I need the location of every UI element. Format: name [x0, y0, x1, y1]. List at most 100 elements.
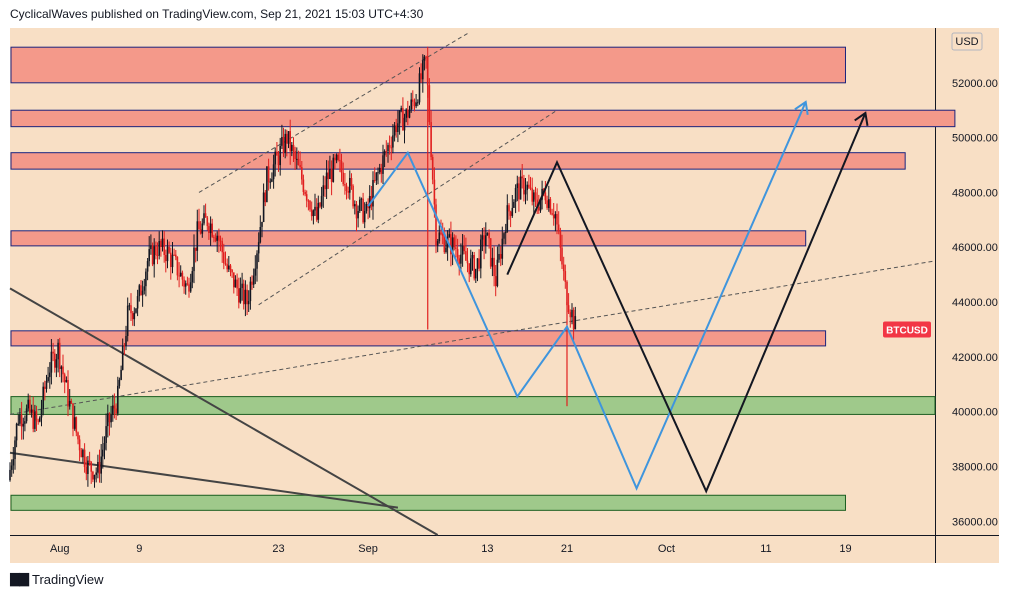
candle-body: [25, 408, 28, 422]
candle-body: [218, 235, 220, 241]
candle-body: [526, 184, 528, 191]
candle-body: [372, 180, 374, 207]
candle-body: [90, 462, 92, 472]
time-tick-label: 21: [561, 543, 573, 555]
candle-body: [508, 205, 510, 212]
publication-header: CyclicalWaves published on TradingView.c…: [10, 7, 424, 21]
candle-body: [299, 165, 301, 168]
candle-body: [120, 369, 122, 380]
candle-body: [238, 288, 240, 303]
candle-body: [344, 184, 346, 186]
candle-body: [443, 235, 446, 253]
candle-body: [266, 166, 268, 202]
candle-body: [319, 202, 321, 207]
candle-body: [30, 409, 33, 413]
price-tick-label: 50000.00: [952, 133, 998, 145]
candle-body: [193, 247, 195, 272]
candle-body: [498, 254, 500, 260]
candle-body: [216, 235, 218, 241]
candle-body: [294, 150, 296, 159]
candle-body: [63, 374, 66, 383]
candle-body: [564, 271, 567, 282]
candle-body: [34, 411, 36, 429]
candle-body: [357, 211, 359, 219]
candle-body: [403, 117, 406, 131]
candle-body: [239, 288, 242, 303]
candle-body: [110, 414, 112, 423]
candle-body: [105, 426, 107, 443]
candle-body: [277, 155, 280, 166]
candle-body: [201, 223, 204, 234]
candle-body: [400, 108, 402, 111]
candle-body: [378, 167, 381, 173]
footer-brand: TradingView: [32, 572, 104, 587]
candle-body: [62, 366, 64, 375]
candle-body: [22, 423, 25, 427]
candle-body: [45, 380, 48, 389]
currency-label[interactable]: USD: [951, 32, 983, 51]
candle-body: [136, 296, 139, 309]
candle-body: [15, 423, 18, 441]
candle-body: [39, 417, 41, 422]
candle-body: [513, 202, 515, 208]
candle-body: [155, 246, 157, 256]
candle-body: [549, 199, 552, 214]
candle-body: [531, 188, 533, 202]
candle-body: [236, 279, 238, 289]
candle-body: [418, 73, 421, 103]
candle-body: [131, 313, 134, 320]
projections-layer: [367, 100, 869, 494]
price-axis: 52000.00 50000.00 48000.00 46000.00 44000.00…: [952, 78, 998, 528]
candle-body: [186, 283, 189, 285]
candle-body: [572, 309, 575, 330]
candle-body: [257, 242, 260, 254]
candle-body: [422, 60, 424, 80]
candle-body: [320, 195, 323, 207]
candle-body: [146, 261, 149, 272]
candle-body: [88, 460, 91, 463]
candle-body: [286, 133, 288, 144]
candle-body: [397, 123, 399, 132]
candle-body: [468, 263, 470, 275]
resistance-zone-4: [10, 330, 827, 347]
candle-body: [178, 275, 180, 277]
candle-body: [475, 268, 477, 279]
candle-body: [463, 245, 465, 252]
candle-body: [322, 185, 325, 196]
candle-body: [365, 204, 368, 212]
candle-body: [176, 256, 179, 276]
candle-body: [471, 255, 474, 259]
candle-body: [352, 185, 354, 207]
candle-body: [388, 145, 391, 148]
resistance-zone-3: [10, 230, 807, 247]
candle-body: [233, 272, 235, 288]
candle-body: [211, 223, 213, 237]
candle-body: [438, 232, 441, 242]
candle-body: [309, 200, 311, 210]
price-tick-label: 46000.00: [952, 242, 998, 254]
candle-body: [229, 265, 232, 270]
candle-body: [78, 439, 81, 451]
tradingview-logo[interactable]: ▇▇ TradingView: [10, 572, 104, 587]
candle-body: [262, 192, 265, 222]
candle-body: [77, 432, 79, 440]
projection-arrowhead-black: [854, 111, 869, 126]
candle-body: [483, 235, 485, 246]
candle-body: [209, 223, 212, 234]
candle-body: [50, 351, 53, 373]
trendline-11: [258, 109, 558, 306]
candle-body: [244, 289, 247, 305]
candle-body: [161, 238, 164, 247]
candle-body: [145, 271, 147, 287]
candle-body: [523, 178, 525, 195]
candle-body: [363, 211, 366, 223]
candle-body: [100, 456, 102, 474]
candles-layer: [9, 46, 577, 488]
candle-body: [393, 125, 396, 136]
tradingview-logo-icon: ▇▇: [10, 572, 29, 587]
symbol-badge-label: BTCUSD: [886, 325, 928, 336]
candle-body: [485, 235, 487, 246]
symbol-price-badge: BTCUSD: [883, 321, 931, 338]
candle-body: [337, 154, 339, 160]
